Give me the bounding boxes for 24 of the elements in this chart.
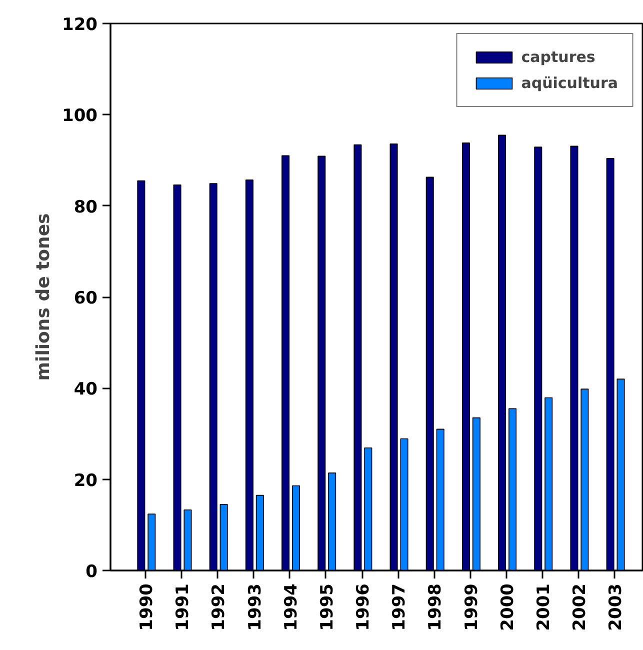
y-tick-label: 20 — [74, 470, 98, 491]
legend-label: aqüicultura — [521, 74, 618, 92]
y-tick-label: 60 — [74, 288, 98, 308]
y-tick-label: 120 — [62, 15, 98, 35]
y-tick-label: 100 — [62, 106, 98, 126]
y-tick-label: 40 — [74, 380, 98, 400]
x-tick-label: 1995 — [317, 583, 338, 631]
x-tick-label: 1999 — [462, 583, 482, 631]
x-tick-label: 2002 — [570, 583, 590, 631]
x-tick-label: 2003 — [606, 583, 626, 631]
x-tick-label: 1997 — [390, 583, 410, 631]
y-axis-title: milions de tones — [33, 213, 54, 381]
legend-label: captures — [521, 48, 596, 66]
x-tick-label: 1991 — [173, 583, 194, 631]
x-tick-label: 1994 — [281, 583, 302, 631]
y-tick-label: 80 — [74, 197, 98, 218]
y-tick-label: 0 — [86, 562, 98, 582]
x-tick-label: 2000 — [498, 583, 518, 631]
x-tick-label: 1998 — [426, 583, 446, 631]
x-tick-label: 1990 — [137, 583, 158, 631]
x-tick-label: 1996 — [354, 583, 374, 631]
x-tick-label: 1993 — [245, 583, 266, 631]
x-tick-label: 1992 — [209, 583, 230, 631]
x-tick-label: 2001 — [534, 583, 554, 631]
